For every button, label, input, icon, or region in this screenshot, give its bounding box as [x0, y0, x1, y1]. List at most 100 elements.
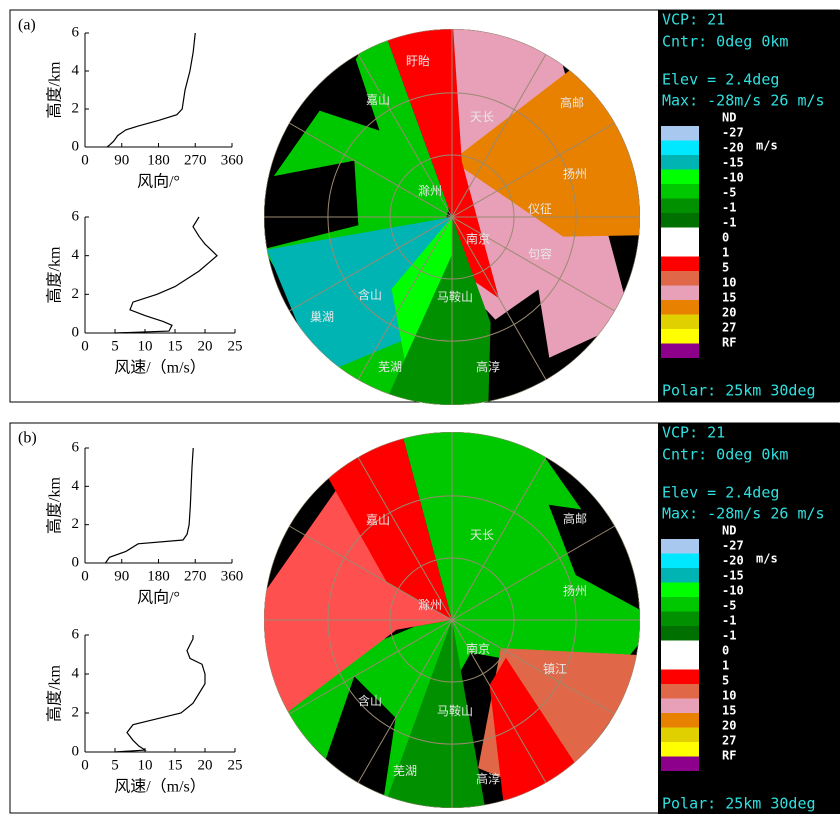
x-tick-label: 0: [81, 757, 89, 773]
x-axis-label: 风速/（m/s）: [114, 359, 206, 377]
legend-label: -15: [722, 156, 744, 170]
legend-label: -15: [722, 569, 744, 583]
place-name: 仪征: [528, 202, 552, 216]
info-text: VCP: 21: [662, 11, 725, 29]
legend-label: -20: [722, 554, 744, 568]
legend-label: -1: [722, 614, 736, 628]
legend-swatch: [661, 582, 699, 597]
y-tick-label: 0: [72, 554, 80, 570]
legend-swatch: [661, 568, 699, 583]
place-name: 镇江: [543, 662, 567, 676]
x-tick-label: 360: [221, 152, 244, 168]
place-name: 含山: [358, 287, 382, 302]
y-tick-label: 4: [72, 247, 80, 263]
legend-label: 5: [722, 261, 729, 275]
legend-swatch: [661, 713, 699, 728]
profile-line: [114, 216, 218, 334]
legend-swatch: [661, 300, 699, 315]
legend-label: -5: [722, 186, 736, 200]
profile-line: [114, 635, 206, 753]
y-tick-label: 4: [72, 478, 80, 494]
legend-label: -27: [722, 126, 744, 140]
legend-swatch: [661, 213, 699, 228]
x-tick-label: 180: [147, 152, 170, 168]
place-name: 扬州: [563, 583, 587, 598]
x-tick-label: 90: [114, 152, 129, 168]
y-axis-label: 高度/km: [46, 665, 64, 722]
x-tick-label: 5: [111, 338, 119, 354]
y-tick-label: 6: [72, 208, 80, 224]
place-name: 马鞍山: [437, 703, 473, 718]
x-tick-label: 15: [168, 757, 183, 773]
y-tick-label: 4: [72, 62, 80, 78]
legend-swatch: [661, 314, 699, 329]
place-name: 嘉山: [366, 513, 390, 527]
echo-region: [381, 620, 488, 808]
place-name: 扬州: [563, 166, 587, 181]
place-name: 南京: [466, 231, 490, 246]
y-tick-label: 2: [72, 704, 80, 720]
info-text: Polar: 25km 30deg: [662, 795, 816, 813]
y-tick-label: 2: [72, 100, 80, 116]
legend-label: -27: [722, 539, 744, 553]
x-tick-label: 180: [147, 568, 170, 584]
place-name: 滁州: [418, 183, 442, 198]
place-name: 天长: [470, 528, 494, 542]
legend-label: -20: [722, 141, 744, 155]
x-tick-label: 25: [228, 757, 243, 773]
info-text: Cntr: 0deg 0km: [662, 33, 788, 51]
y-tick-label: 6: [72, 24, 80, 40]
legend-swatch: [661, 227, 699, 242]
legend-label: RF: [722, 749, 736, 763]
x-tick-label: 270: [184, 568, 207, 584]
legend-swatch: [661, 626, 699, 641]
place-name: 含山: [358, 693, 382, 708]
echo-region: [264, 160, 359, 253]
legend-label: 1: [722, 246, 729, 260]
legend-label: 10: [722, 689, 736, 703]
legend-label: -1: [722, 201, 736, 215]
legend-swatch: [661, 553, 699, 568]
place-name: 高淳: [476, 359, 500, 374]
x-tick-label: 270: [184, 152, 207, 168]
x-tick-label: 25: [228, 338, 243, 354]
x-axis-label: 风向/°: [137, 589, 180, 607]
legend-label: 5: [722, 674, 729, 688]
y-tick-label: 2: [72, 286, 80, 302]
place-name: 高淳: [476, 771, 500, 786]
y-tick-label: 6: [72, 626, 80, 642]
legend-label: 15: [722, 291, 736, 305]
x-tick-label: 0: [81, 568, 89, 584]
legend-label: ND: [722, 524, 736, 538]
legend-label: 27: [722, 734, 736, 748]
y-axis-label: 高度/km: [46, 246, 64, 303]
legend-label: 1: [722, 659, 729, 673]
info-text: Elev = 2.4deg: [662, 71, 779, 89]
echo-region: [381, 29, 499, 299]
legend-swatch: [661, 684, 699, 699]
radial-line: [357, 456, 547, 784]
x-tick-label: 20: [198, 757, 213, 773]
place-name: 高邮: [560, 95, 584, 110]
info-text: Polar: 25km 30deg: [662, 382, 816, 400]
legend-label: 20: [722, 719, 736, 733]
legend-label: -1: [722, 216, 736, 230]
info-text: Elev = 2.4deg: [662, 484, 779, 502]
legend-swatch: [661, 198, 699, 213]
place-name: 马鞍山: [437, 289, 473, 304]
y-tick-label: 0: [72, 743, 80, 759]
legend-swatch: [661, 140, 699, 155]
legend-swatch: [661, 155, 699, 170]
legend-swatch: [661, 756, 699, 771]
y-tick-label: 0: [72, 138, 80, 154]
x-axis-label: 风速/（m/s）: [114, 778, 206, 796]
profile-line: [104, 447, 194, 564]
legend-label: -1: [722, 629, 736, 643]
legend-label: -10: [722, 584, 744, 598]
legend-label: 15: [722, 704, 736, 718]
x-tick-label: 0: [81, 152, 89, 168]
radial-line: [357, 53, 547, 381]
panel-label: (a): [18, 17, 36, 34]
panel-label: (b): [18, 430, 37, 447]
legend-swatch: [661, 256, 699, 271]
